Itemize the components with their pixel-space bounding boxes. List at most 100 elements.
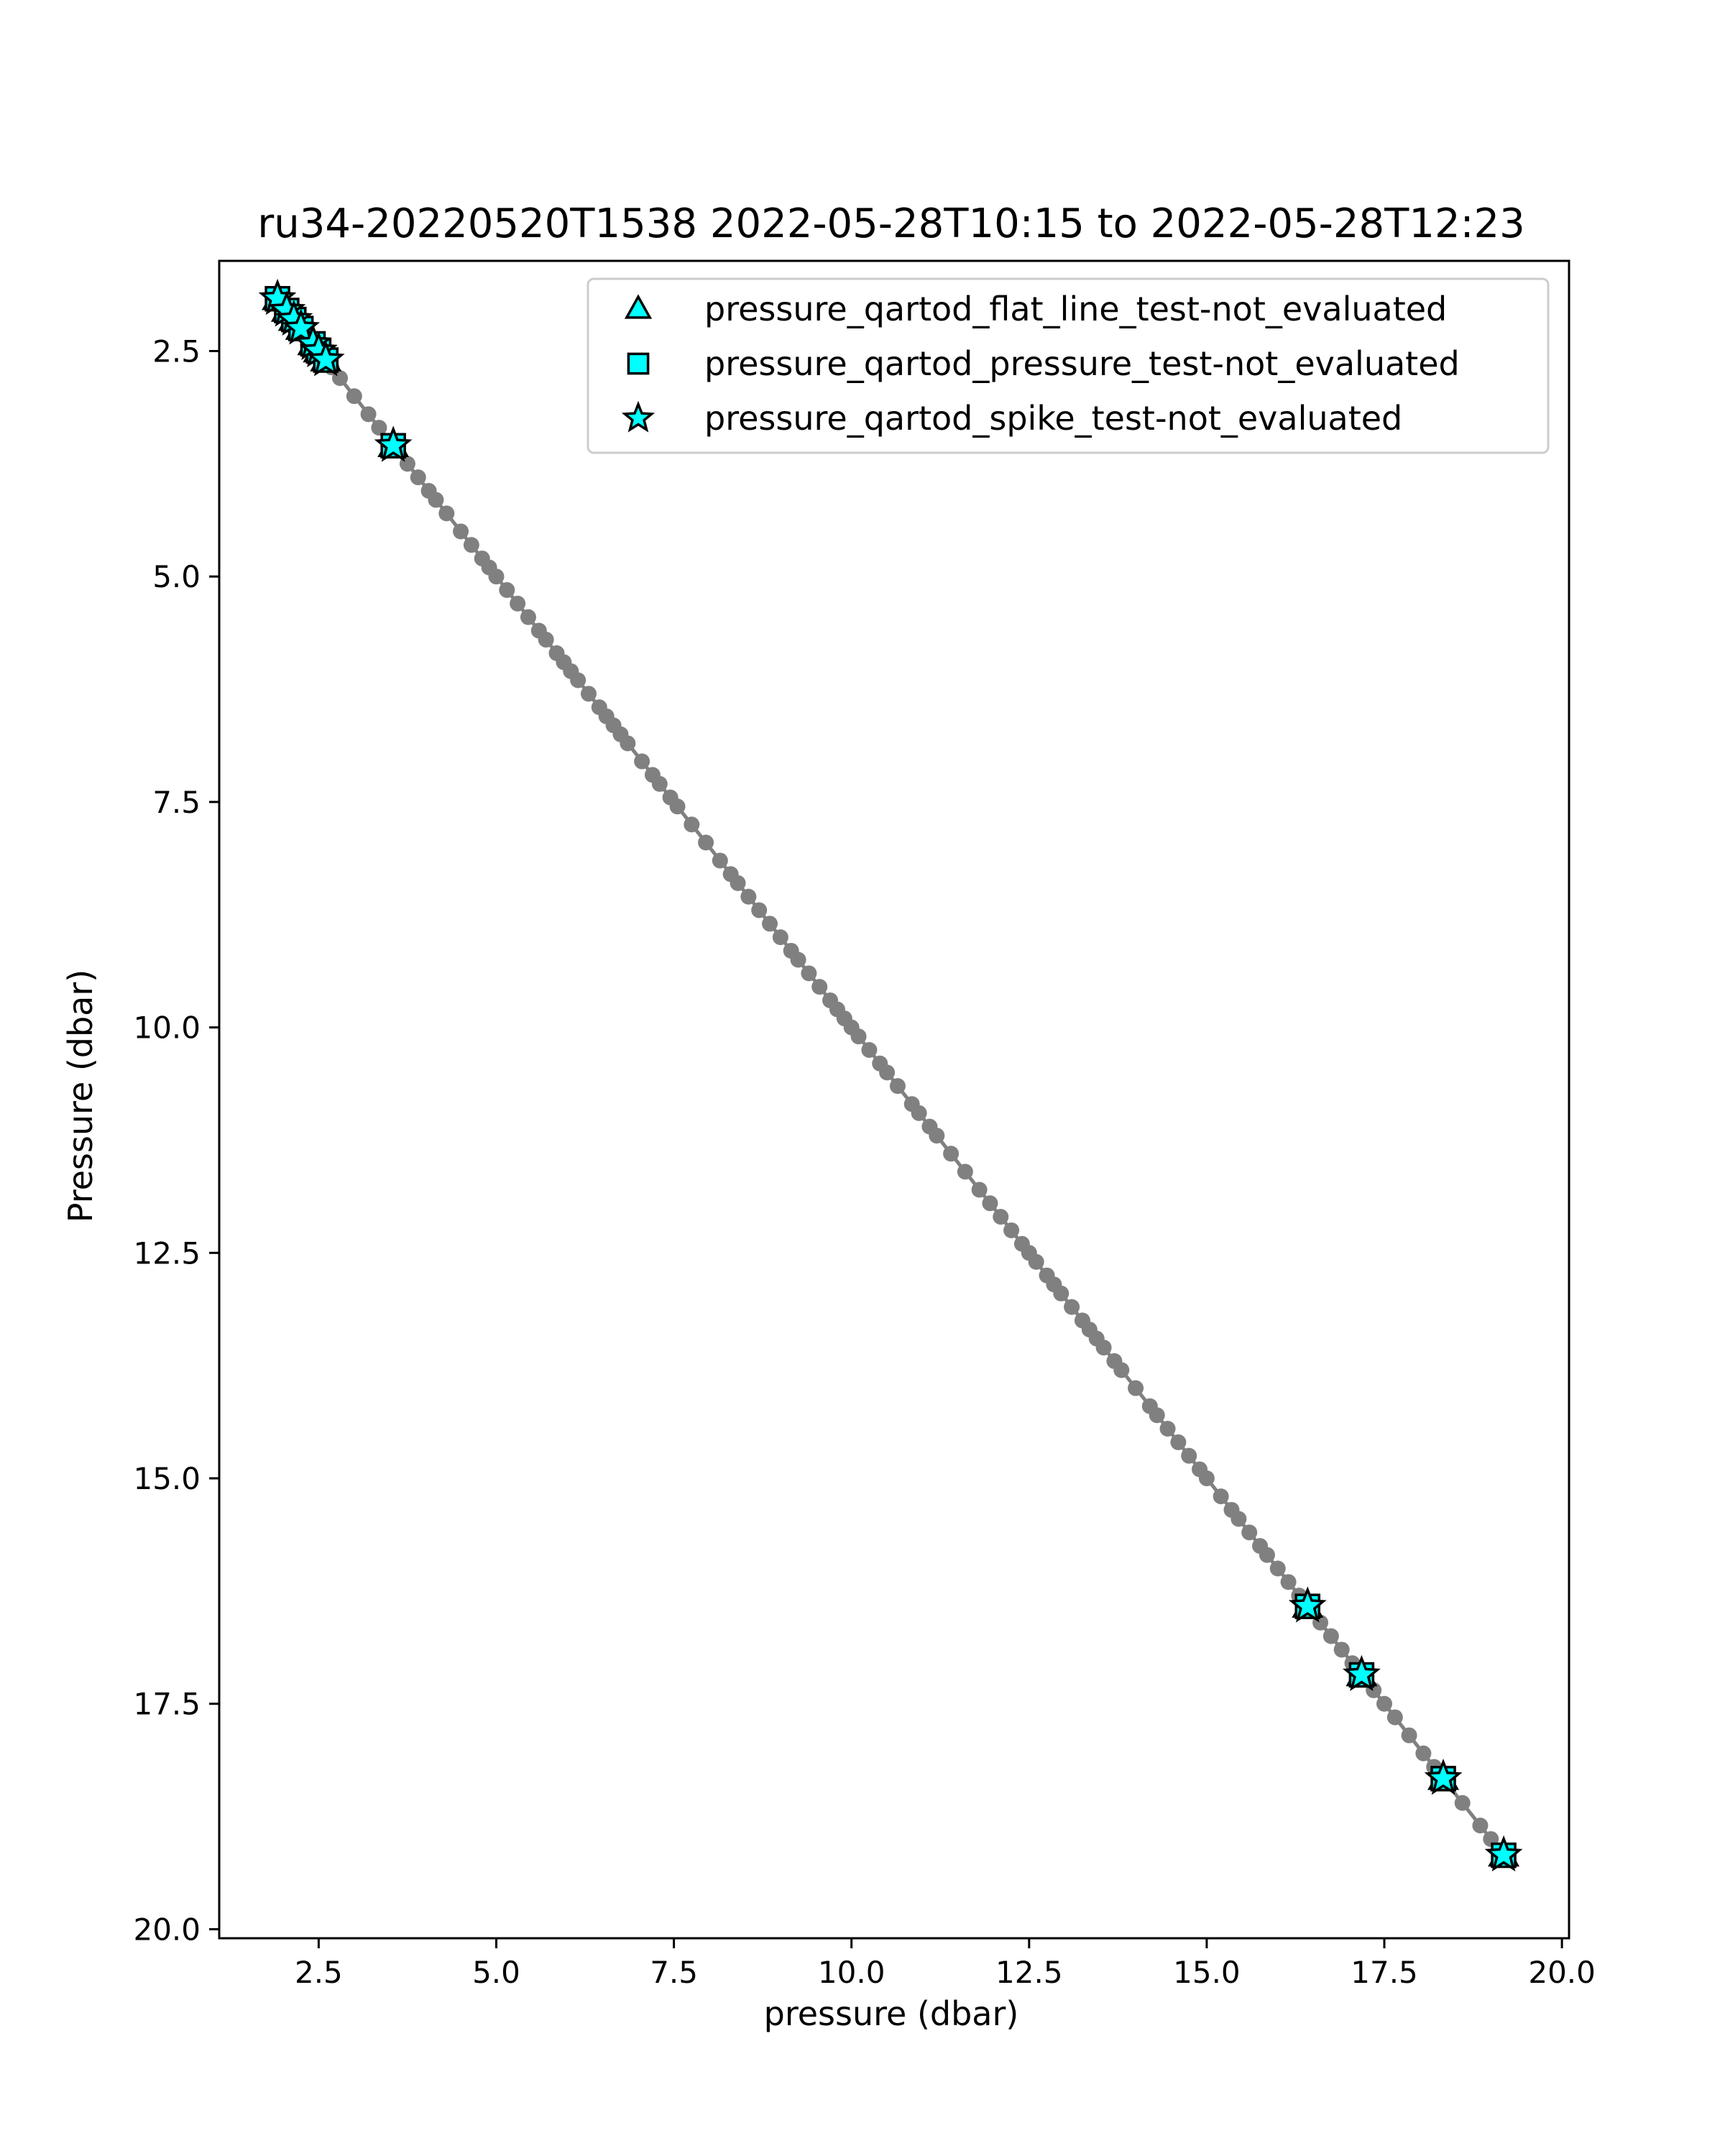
profile-point	[712, 852, 728, 869]
star-marker	[1288, 1586, 1327, 1623]
profile-point	[488, 568, 505, 585]
profile-point	[1472, 1818, 1489, 1834]
x-tick-label: 12.5	[995, 1955, 1063, 1990]
chart-title: ru34-20220520T1538 2022-05-28T10:15 to 2…	[257, 201, 1524, 247]
profile-point	[751, 902, 768, 918]
profile-point	[982, 1195, 998, 1212]
profile-point	[1415, 1745, 1432, 1761]
profile-point	[1401, 1727, 1417, 1743]
legend-star-icon	[621, 400, 656, 433]
x-axis: 2.5 5.0 7.5 10.0 12.5 15.0 17.5 20.0	[295, 1938, 1596, 1990]
legend-square-icon	[627, 352, 650, 375]
profile-point	[1322, 1628, 1339, 1644]
profile-point	[929, 1128, 945, 1144]
profile-point	[538, 632, 554, 648]
star-marker	[374, 425, 413, 462]
y-tick-label: 5.0	[152, 559, 201, 594]
legend: pressure_qartod_flat_line_test-not_evalu…	[586, 277, 1550, 454]
star-marker	[306, 340, 345, 377]
profile-point	[1454, 1795, 1471, 1811]
profile-point	[1376, 1695, 1393, 1712]
x-tick-label: 15.0	[1173, 1955, 1241, 1990]
profile-point	[762, 916, 778, 932]
profile-point	[861, 1041, 878, 1058]
profile-point	[360, 406, 377, 423]
profile-point	[684, 816, 700, 833]
profile-point	[1181, 1447, 1197, 1464]
profile-point	[1003, 1222, 1020, 1238]
profile-point	[1028, 1253, 1044, 1270]
profile-point	[1053, 1285, 1070, 1302]
profile-point	[1333, 1641, 1350, 1658]
profile-point	[1149, 1407, 1165, 1424]
profile-point	[651, 775, 668, 792]
profile-point	[634, 753, 650, 770]
profile-point	[1095, 1340, 1112, 1356]
profile-point	[698, 834, 714, 851]
plot-frame	[218, 259, 1570, 1940]
x-tick-label: 7.5	[650, 1955, 698, 1990]
y-axis: 2.5 5.0 7.5 10.0 12.5 15.0 17.5 20.0	[133, 333, 219, 1947]
profile-point	[1198, 1470, 1215, 1487]
y-tick-label: 20.0	[133, 1912, 201, 1947]
star-marker	[1342, 1654, 1381, 1692]
profile-point	[669, 798, 686, 815]
profile-point	[1386, 1709, 1403, 1726]
profile-point	[453, 523, 469, 540]
profile-point	[1159, 1421, 1176, 1437]
profile-point	[1128, 1380, 1144, 1396]
legend-box	[586, 277, 1550, 454]
profile-point	[620, 735, 636, 752]
profile-point	[730, 875, 746, 891]
profile-point	[1170, 1434, 1187, 1450]
profile-point	[971, 1181, 988, 1198]
profile-point	[428, 492, 444, 508]
profile-point	[1113, 1362, 1130, 1378]
plot-area	[218, 259, 1570, 1940]
profile-point	[1259, 1547, 1275, 1563]
legend-entry: pressure_qartod_flat_line_test-not_evalu…	[704, 290, 1447, 328]
legend-triangle-icon	[624, 294, 653, 319]
y-tick-label: 7.5	[152, 785, 201, 820]
profile-point	[438, 505, 455, 522]
profile-point	[790, 952, 806, 968]
profile-point	[1064, 1299, 1080, 1315]
profile-point	[1241, 1524, 1258, 1541]
x-tick-label: 5.0	[472, 1955, 520, 1990]
legend-entry: pressure_qartod_spike_test-not_evaluated	[704, 399, 1402, 438]
y-tick-label: 15.0	[133, 1461, 201, 1496]
profile-point	[740, 888, 757, 905]
profile-point	[943, 1146, 960, 1162]
profile-point	[811, 979, 828, 995]
profile-point	[889, 1078, 906, 1095]
x-tick-label: 20.0	[1528, 1955, 1596, 1990]
profile-point	[993, 1209, 1009, 1225]
profile-point	[520, 609, 536, 625]
profile-point	[410, 469, 426, 486]
y-axis-label: Pressure (dbar)	[61, 969, 100, 1222]
x-tick-label: 2.5	[295, 1955, 343, 1990]
profile-point	[1269, 1560, 1286, 1577]
profile-point	[499, 582, 515, 599]
star-marker	[1484, 1835, 1523, 1872]
y-tick-label: 10.0	[133, 1010, 201, 1046]
y-tick-label: 17.5	[133, 1687, 201, 1722]
profile-point	[801, 965, 817, 982]
x-tick-label: 10.0	[818, 1955, 886, 1990]
y-tick-label: 12.5	[133, 1235, 201, 1271]
profile-point	[850, 1028, 867, 1045]
star-marker	[282, 308, 321, 345]
legend-entry: pressure_qartod_pressure_test-not_evalua…	[704, 344, 1460, 383]
x-axis-label: pressure (dbar)	[764, 1994, 1019, 2033]
profile-point	[1280, 1574, 1297, 1590]
profile-point	[570, 672, 586, 688]
profile-point	[510, 595, 526, 612]
profile-point	[879, 1064, 896, 1081]
profile-point	[911, 1105, 927, 1121]
y-tick-label: 2.5	[152, 333, 201, 369]
profile-point	[772, 929, 788, 946]
profile-point	[957, 1164, 973, 1180]
profile-point	[1230, 1511, 1247, 1527]
